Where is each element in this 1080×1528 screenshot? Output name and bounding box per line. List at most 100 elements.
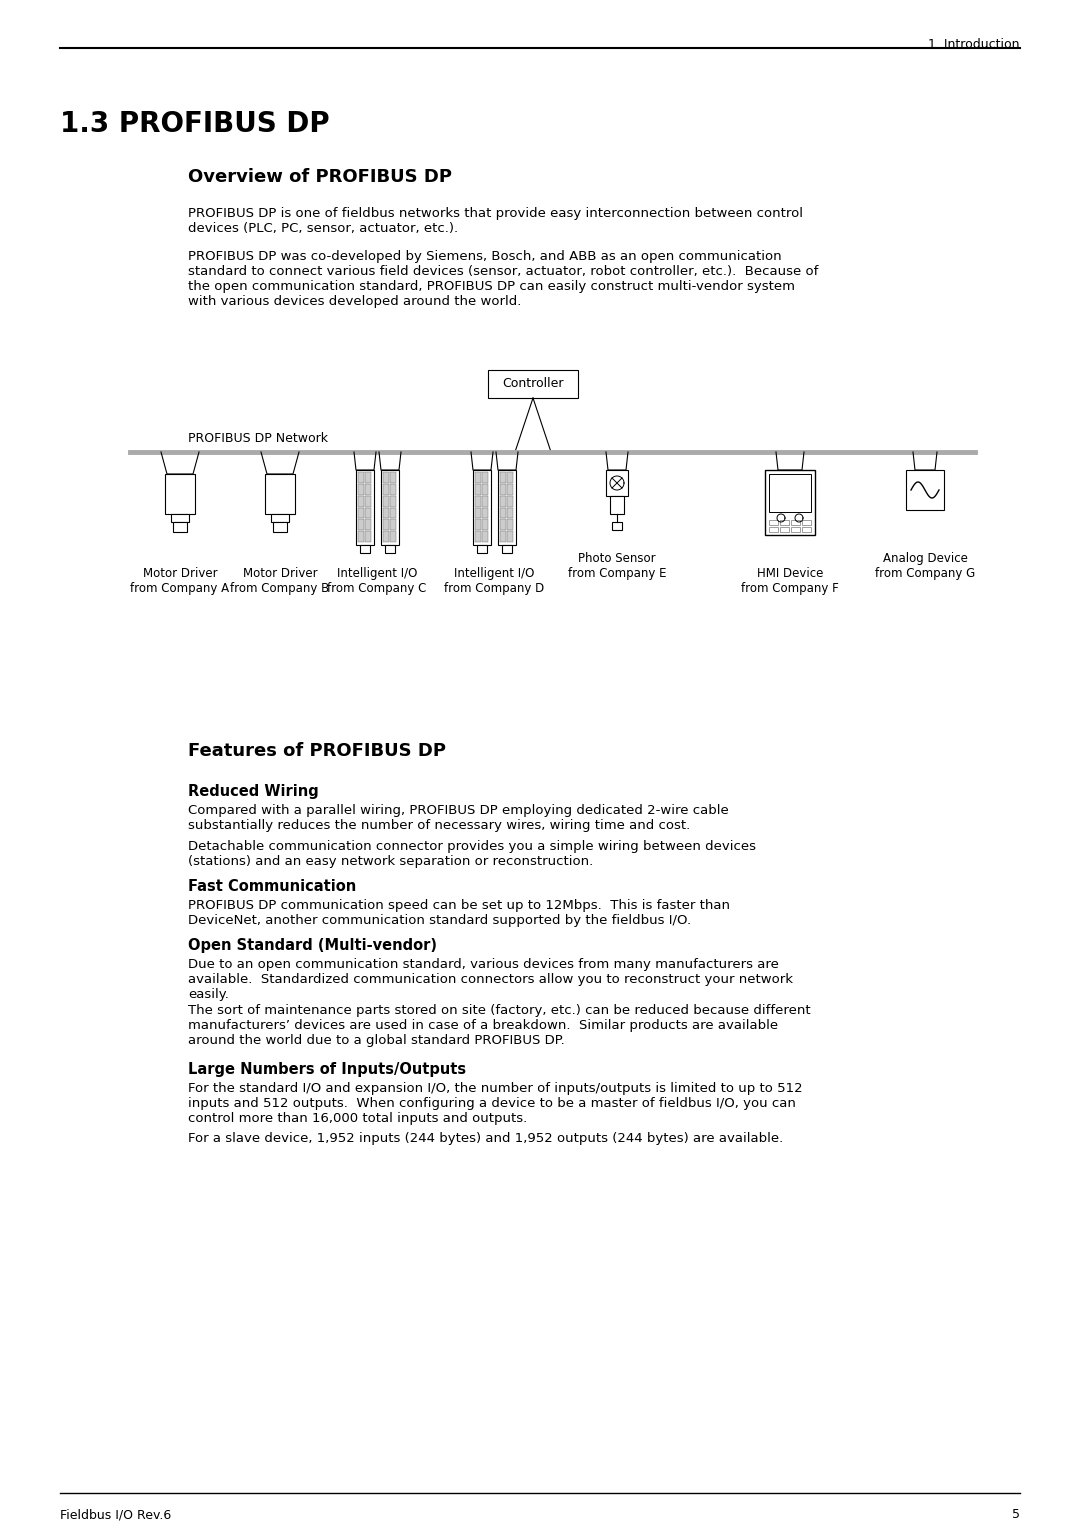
Text: 1. Introduction: 1. Introduction (929, 38, 1020, 50)
Bar (507, 484, 513, 495)
Bar (383, 484, 389, 495)
Text: HMI Device
from Company F: HMI Device from Company F (741, 567, 839, 594)
Bar (791, 520, 800, 526)
Text: Due to an open communication standard, various devices from many manufacturers a: Due to an open communication standard, v… (188, 958, 793, 1001)
Bar (507, 507, 513, 518)
Text: Photo Sensor
from Company E: Photo Sensor from Company E (568, 552, 666, 581)
Text: Features of PROFIBUS DP: Features of PROFIBUS DP (188, 743, 446, 759)
Bar (498, 471, 516, 545)
Text: Reduced Wiring: Reduced Wiring (188, 784, 319, 799)
Text: Motor Driver
from Company A: Motor Driver from Company A (131, 567, 230, 594)
Bar (390, 472, 396, 483)
Bar (390, 484, 396, 495)
Bar (383, 507, 389, 518)
Bar (357, 495, 364, 506)
Bar (365, 495, 372, 506)
Text: Analog Device
from Company G: Analog Device from Company G (875, 552, 975, 581)
Bar (475, 532, 481, 542)
Bar (390, 532, 396, 542)
Bar (390, 495, 396, 506)
Bar (612, 523, 622, 530)
Bar (381, 471, 399, 545)
Bar (488, 370, 578, 397)
Text: PROFIBUS DP is one of fieldbus networks that provide easy interconnection betwee: PROFIBUS DP is one of fieldbus networks … (188, 206, 804, 235)
Bar (610, 497, 624, 513)
Bar (273, 523, 287, 532)
Bar (500, 507, 507, 518)
Text: The sort of maintenance parts stored on site (factory, etc.) can be reduced beca: The sort of maintenance parts stored on … (188, 1004, 811, 1047)
Bar (390, 507, 396, 518)
Bar (357, 520, 364, 530)
Bar (171, 513, 189, 523)
Bar (507, 532, 513, 542)
Bar (357, 532, 364, 542)
Bar (357, 484, 364, 495)
Bar (383, 520, 389, 530)
Bar (477, 545, 487, 553)
Bar (482, 495, 488, 506)
Bar (357, 472, 364, 483)
Bar (802, 520, 811, 526)
Bar (365, 507, 372, 518)
Text: Fast Communication: Fast Communication (188, 879, 356, 894)
Bar (802, 527, 811, 532)
Text: 5: 5 (1012, 1508, 1020, 1520)
Bar (475, 472, 481, 483)
Bar (365, 484, 372, 495)
Bar (500, 472, 507, 483)
Text: 1.3 PROFIBUS DP: 1.3 PROFIBUS DP (60, 110, 329, 138)
Text: Controller: Controller (502, 377, 564, 390)
Bar (383, 495, 389, 506)
Bar (383, 472, 389, 483)
Bar (765, 471, 815, 535)
Text: PROFIBUS DP Network: PROFIBUS DP Network (188, 432, 328, 445)
Bar (500, 532, 507, 542)
Bar (507, 472, 513, 483)
Bar (357, 507, 364, 518)
Bar (360, 545, 370, 553)
Bar (769, 527, 778, 532)
Bar (507, 495, 513, 506)
Text: Intelligent I/O
from Company C: Intelligent I/O from Company C (327, 567, 427, 594)
Text: Overview of PROFIBUS DP: Overview of PROFIBUS DP (188, 168, 453, 186)
Bar (365, 532, 372, 542)
Text: Large Numbers of Inputs/Outputs: Large Numbers of Inputs/Outputs (188, 1062, 467, 1077)
Text: Fieldbus I/O Rev.6: Fieldbus I/O Rev.6 (60, 1508, 172, 1520)
Text: Intelligent I/O
from Company D: Intelligent I/O from Company D (444, 567, 544, 594)
Bar (500, 520, 507, 530)
Bar (265, 474, 295, 513)
Bar (365, 520, 372, 530)
Bar (507, 520, 513, 530)
Text: PROFIBUS DP was co-developed by Siemens, Bosch, and ABB as an open communication: PROFIBUS DP was co-developed by Siemens,… (188, 251, 819, 309)
Text: Detachable communication connector provides you a simple wiring between devices
: Detachable communication connector provi… (188, 840, 756, 868)
Text: Motor Driver
from Company B: Motor Driver from Company B (230, 567, 329, 594)
Bar (791, 527, 800, 532)
Bar (482, 507, 488, 518)
Bar (502, 545, 512, 553)
Bar (769, 474, 811, 512)
Bar (473, 471, 491, 545)
Bar (482, 472, 488, 483)
Bar (384, 545, 395, 553)
Text: PROFIBUS DP communication speed can be set up to 12Mbps.  This is faster than
De: PROFIBUS DP communication speed can be s… (188, 898, 730, 927)
Bar (173, 523, 187, 532)
Bar (906, 471, 944, 510)
Bar (356, 471, 374, 545)
Bar (482, 520, 488, 530)
Bar (780, 527, 789, 532)
Bar (606, 471, 627, 497)
Bar (475, 520, 481, 530)
Bar (482, 484, 488, 495)
Bar (500, 495, 507, 506)
Bar (475, 484, 481, 495)
Bar (475, 495, 481, 506)
Bar (271, 513, 289, 523)
Bar (780, 520, 789, 526)
Text: For a slave device, 1,952 inputs (244 bytes) and 1,952 outputs (244 bytes) are a: For a slave device, 1,952 inputs (244 by… (188, 1132, 783, 1144)
Bar (165, 474, 195, 513)
Bar (365, 472, 372, 483)
Bar (769, 520, 778, 526)
Bar (383, 532, 389, 542)
Text: Compared with a parallel wiring, PROFIBUS DP employing dedicated 2-wire cable
su: Compared with a parallel wiring, PROFIBU… (188, 804, 729, 833)
Text: For the standard I/O and expansion I/O, the number of inputs/outputs is limited : For the standard I/O and expansion I/O, … (188, 1082, 802, 1125)
